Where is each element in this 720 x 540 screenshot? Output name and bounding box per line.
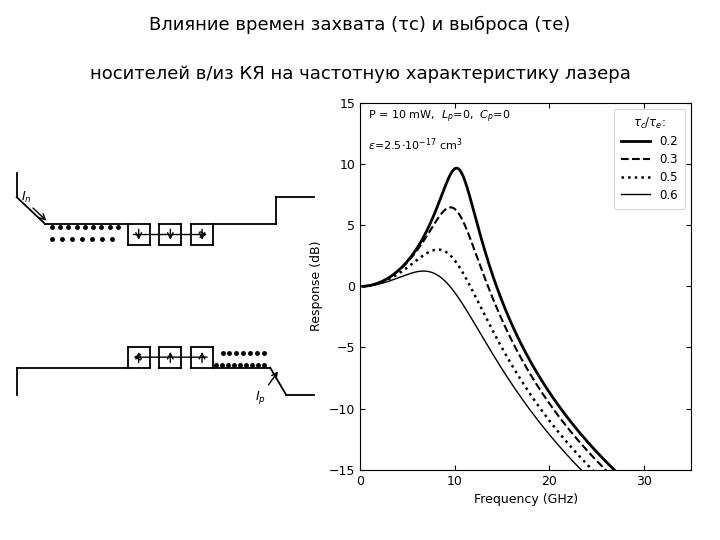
- Text: Влияние времен захвата (τс) и выброса (τе): Влияние времен захвата (τс) и выброса (τ…: [149, 16, 571, 35]
- X-axis label: Frequency (GHz): Frequency (GHz): [474, 493, 577, 506]
- Text: носителей в/из КЯ на частотную характеристику лазера: носителей в/из КЯ на частотную характери…: [89, 65, 631, 83]
- Legend: 0.2, 0.3, 0.5, 0.6: 0.2, 0.3, 0.5, 0.6: [613, 109, 685, 208]
- Text: $I_p$: $I_p$: [255, 389, 266, 406]
- Text: P = 10 mW,  $L_p$=0,  $C_p$=0: P = 10 mW, $L_p$=0, $C_p$=0: [368, 109, 510, 125]
- Text: $\varepsilon$=2.5$\cdot$10$^{-17}$ cm$^3$: $\varepsilon$=2.5$\cdot$10$^{-17}$ cm$^3…: [368, 137, 462, 153]
- Y-axis label: Response (dB): Response (dB): [310, 241, 323, 332]
- Text: $I_n$: $I_n$: [21, 190, 32, 205]
